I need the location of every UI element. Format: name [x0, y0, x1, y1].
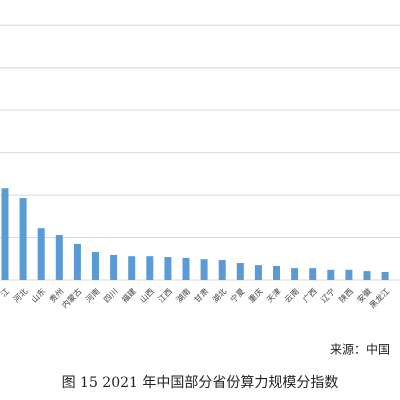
bar — [345, 269, 353, 280]
x-tick-label: 辽宁 — [319, 286, 337, 304]
bar — [19, 198, 27, 280]
bar — [73, 243, 81, 280]
bar — [254, 265, 262, 280]
bar — [218, 260, 226, 280]
x-tick-label: 湖南 — [174, 286, 192, 304]
x-tick-label: 四川 — [102, 287, 120, 305]
x-tick-label: 湖北 — [211, 287, 229, 305]
bar — [55, 234, 63, 280]
x-tick-label: 重庆 — [246, 286, 264, 304]
bar — [327, 269, 335, 280]
bar — [37, 228, 45, 280]
bar — [291, 268, 299, 280]
bar — [1, 188, 9, 280]
x-tick-label: 河北 — [11, 286, 29, 304]
bar — [273, 265, 280, 280]
bar — [363, 271, 371, 280]
x-tick-label: 江 — [0, 287, 11, 299]
x-tick-label: 云南 — [282, 286, 300, 304]
x-tick-label: 甘肃 — [192, 286, 210, 304]
x-tick-label: 黑龙江 — [367, 286, 391, 310]
bar — [200, 259, 208, 280]
x-tick-label: 内蒙古 — [60, 286, 84, 310]
source-note: 来源：中国 — [330, 342, 390, 357]
x-tick-label: 山西 — [138, 286, 156, 304]
bar — [110, 254, 118, 280]
x-tick-label: 福建 — [119, 286, 137, 304]
bar — [236, 263, 244, 280]
bar — [164, 257, 172, 280]
caption: 图 15 2021 年中国部分省份算力规模分指数 — [62, 375, 339, 391]
x-tick-label: 天津 — [264, 286, 282, 304]
bar — [146, 256, 154, 280]
x-tick-label: 江西 — [156, 287, 174, 305]
x-tick-label: 广西 — [300, 286, 318, 304]
bar — [381, 271, 389, 280]
bar — [182, 257, 190, 280]
x-tick-label: 陕西 — [337, 286, 355, 304]
x-tick-label: 山东 — [29, 286, 47, 304]
bar — [128, 256, 136, 280]
x-tick-label: 河南 — [83, 286, 101, 304]
x-tick-label: 宁夏 — [228, 286, 246, 304]
bar — [92, 251, 99, 280]
bar — [309, 268, 317, 280]
